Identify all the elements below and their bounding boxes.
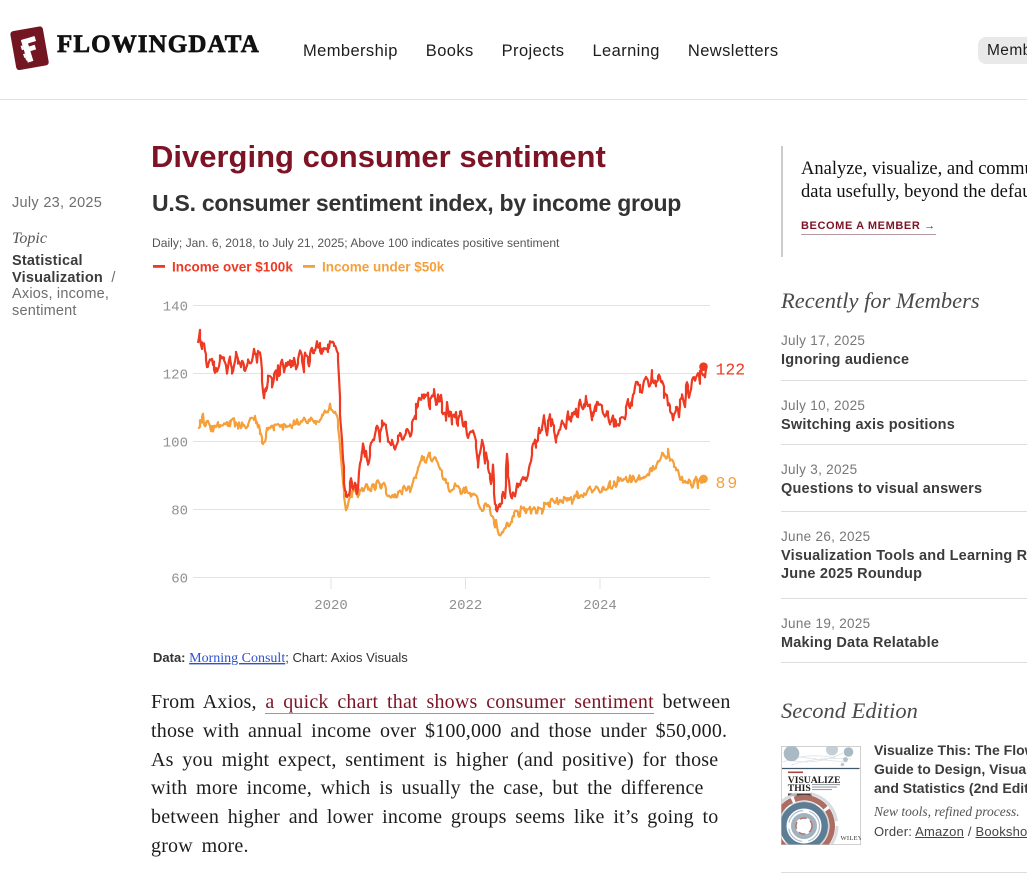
svg-text:140: 140 (163, 300, 188, 316)
svg-text:Income under $50k: Income under $50k (322, 260, 445, 275)
svg-text:80: 80 (171, 504, 188, 520)
svg-text:2022: 2022 (449, 598, 483, 614)
svg-text:2024: 2024 (583, 598, 617, 614)
svg-text:WILEY: WILEY (841, 835, 862, 842)
svg-text:Income over $100k: Income over $100k (172, 260, 293, 275)
svg-text:U.S. consumer sentiment index,: U.S. consumer sentiment index, by income… (152, 190, 681, 216)
svg-text:Daily; Jan. 6, 2018, to July 2: Daily; Jan. 6, 2018, to July 21, 2025; A… (152, 236, 560, 250)
svg-text:100: 100 (163, 436, 188, 452)
svg-text:122: 122 (716, 361, 746, 380)
svg-text:120: 120 (163, 368, 188, 384)
svg-text:Data: Morning Consult; Chart:: Data: Morning Consult; Chart: Axios Visu… (153, 650, 408, 666)
svg-text:VISUALIZE: VISUALIZE (788, 775, 841, 786)
svg-text:60: 60 (171, 572, 188, 588)
svg-text:2020: 2020 (314, 598, 348, 614)
svg-text:89: 89 (716, 474, 740, 493)
svg-text:THIS: THIS (788, 783, 811, 794)
